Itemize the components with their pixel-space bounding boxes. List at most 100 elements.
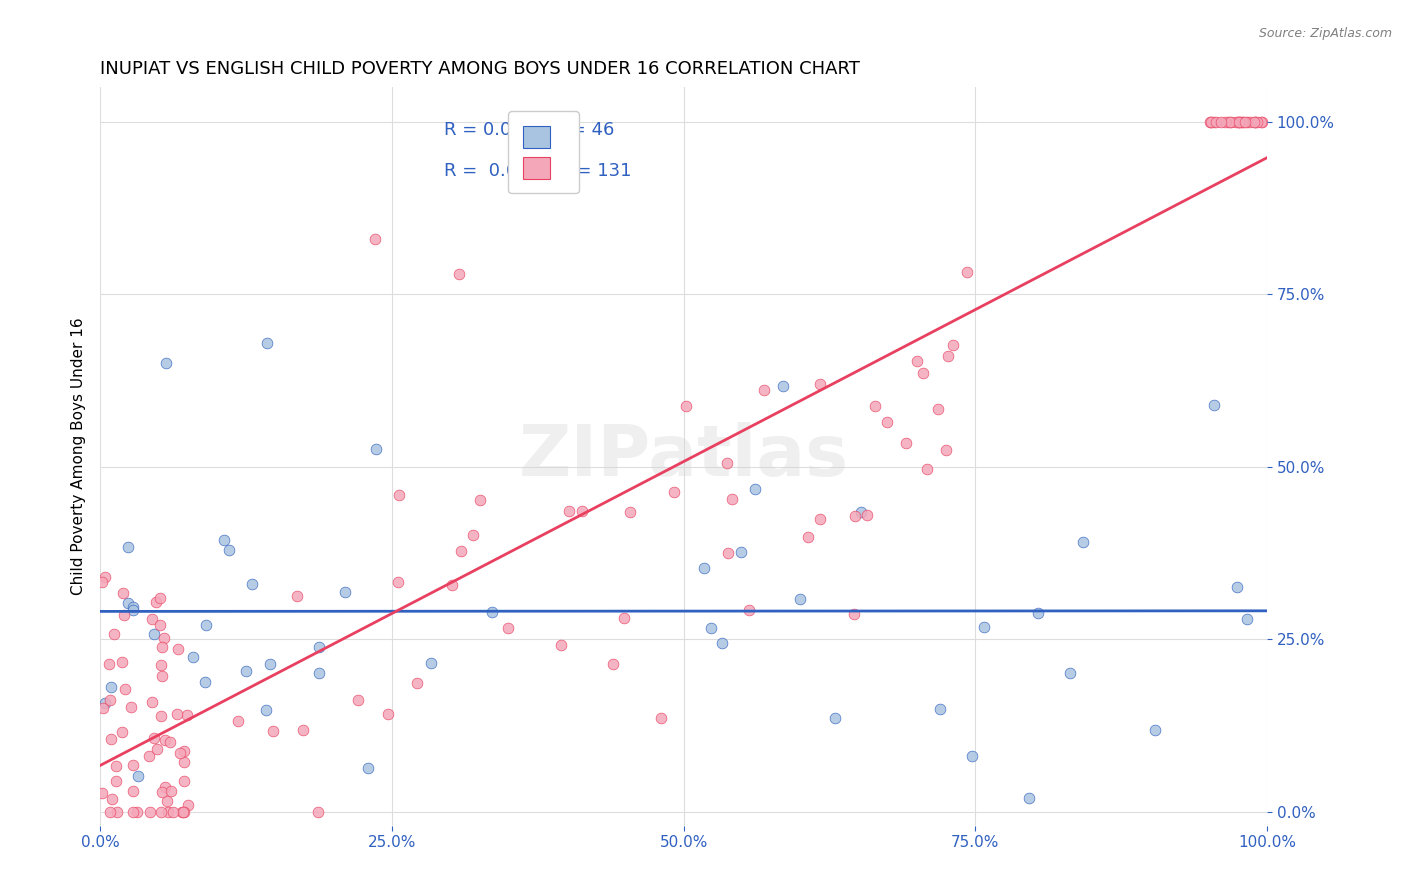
English (717, 546, 740, 560)
English (138, 748, 160, 763)
English (721, 491, 744, 506)
Inupiat (235, 664, 257, 678)
Inupiat (692, 561, 714, 575)
English (1227, 115, 1250, 129)
English (377, 706, 399, 721)
English (173, 744, 195, 758)
English (915, 462, 938, 476)
English (103, 627, 125, 641)
English (149, 617, 172, 632)
English (105, 758, 128, 772)
English (1243, 115, 1265, 129)
English (121, 758, 143, 772)
Inupiat (357, 761, 380, 775)
English (602, 657, 624, 671)
Inupiat (744, 482, 766, 496)
Inupiat (1144, 723, 1167, 737)
Inupiat (240, 576, 263, 591)
English (558, 503, 581, 517)
English (100, 732, 122, 747)
English (496, 621, 519, 635)
English (120, 700, 142, 714)
English (152, 631, 174, 645)
English (157, 805, 180, 819)
Inupiat (420, 656, 443, 670)
English (162, 805, 184, 819)
English (141, 612, 163, 626)
English (90, 786, 112, 800)
Inupiat (730, 545, 752, 559)
English (173, 774, 195, 789)
Text: ZIPatlas: ZIPatlas (519, 422, 849, 491)
English (1218, 115, 1240, 129)
English (176, 708, 198, 723)
English (844, 508, 866, 523)
English (935, 442, 957, 457)
English (176, 797, 198, 812)
English (105, 774, 128, 789)
English (121, 784, 143, 798)
English (166, 707, 188, 722)
English (1199, 115, 1222, 129)
English (1205, 115, 1227, 129)
Inupiat (122, 599, 145, 614)
English (145, 594, 167, 608)
Inupiat (117, 540, 139, 554)
English (153, 733, 176, 747)
Inupiat (1236, 612, 1258, 626)
English (613, 611, 636, 625)
English (1215, 115, 1237, 129)
English (876, 415, 898, 429)
English (150, 640, 173, 654)
English (91, 575, 114, 590)
Inupiat (366, 442, 388, 456)
Inupiat (100, 680, 122, 694)
Inupiat (194, 675, 217, 690)
English (1211, 115, 1233, 129)
English (912, 366, 935, 380)
Inupiat (851, 505, 873, 519)
Inupiat (155, 356, 177, 370)
English (406, 676, 429, 690)
Inupiat (929, 702, 952, 716)
English (927, 402, 949, 417)
Inupiat (1071, 535, 1094, 549)
English (149, 591, 172, 605)
English (172, 805, 194, 819)
English (1246, 115, 1268, 129)
Inupiat (214, 533, 236, 547)
Inupiat (1204, 398, 1226, 412)
Inupiat (218, 542, 240, 557)
Inupiat (824, 711, 846, 725)
English (1226, 115, 1249, 129)
English (173, 805, 195, 819)
Y-axis label: Child Poverty Among Boys Under 16: Child Poverty Among Boys Under 16 (72, 318, 86, 595)
English (122, 805, 145, 819)
English (550, 639, 572, 653)
English (125, 805, 148, 819)
English (141, 695, 163, 709)
English (226, 714, 249, 728)
English (98, 657, 121, 671)
English (1219, 115, 1241, 129)
Text: Source: ZipAtlas.com: Source: ZipAtlas.com (1258, 27, 1392, 40)
Text: INUPIAT VS ENGLISH CHILD POVERTY AMONG BOYS UNDER 16 CORRELATION CHART: INUPIAT VS ENGLISH CHILD POVERTY AMONG B… (100, 60, 860, 78)
English (112, 607, 135, 622)
Inupiat (962, 748, 984, 763)
English (1199, 115, 1222, 129)
English (346, 693, 368, 707)
English (1225, 115, 1247, 129)
Inupiat (710, 636, 733, 650)
English (936, 349, 959, 363)
English (1232, 115, 1254, 129)
English (855, 508, 877, 522)
English (1234, 115, 1257, 129)
Inupiat (481, 605, 503, 619)
English (1232, 115, 1254, 129)
Inupiat (308, 665, 330, 680)
Inupiat (94, 697, 117, 711)
Inupiat (789, 591, 811, 606)
Inupiat (194, 617, 217, 632)
English (650, 711, 672, 725)
English (150, 708, 173, 723)
